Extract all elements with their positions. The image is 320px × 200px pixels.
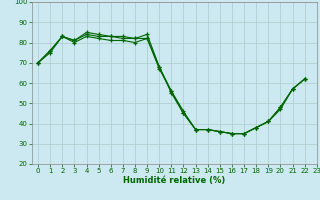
X-axis label: Humidité relative (%): Humidité relative (%) [123,176,226,185]
